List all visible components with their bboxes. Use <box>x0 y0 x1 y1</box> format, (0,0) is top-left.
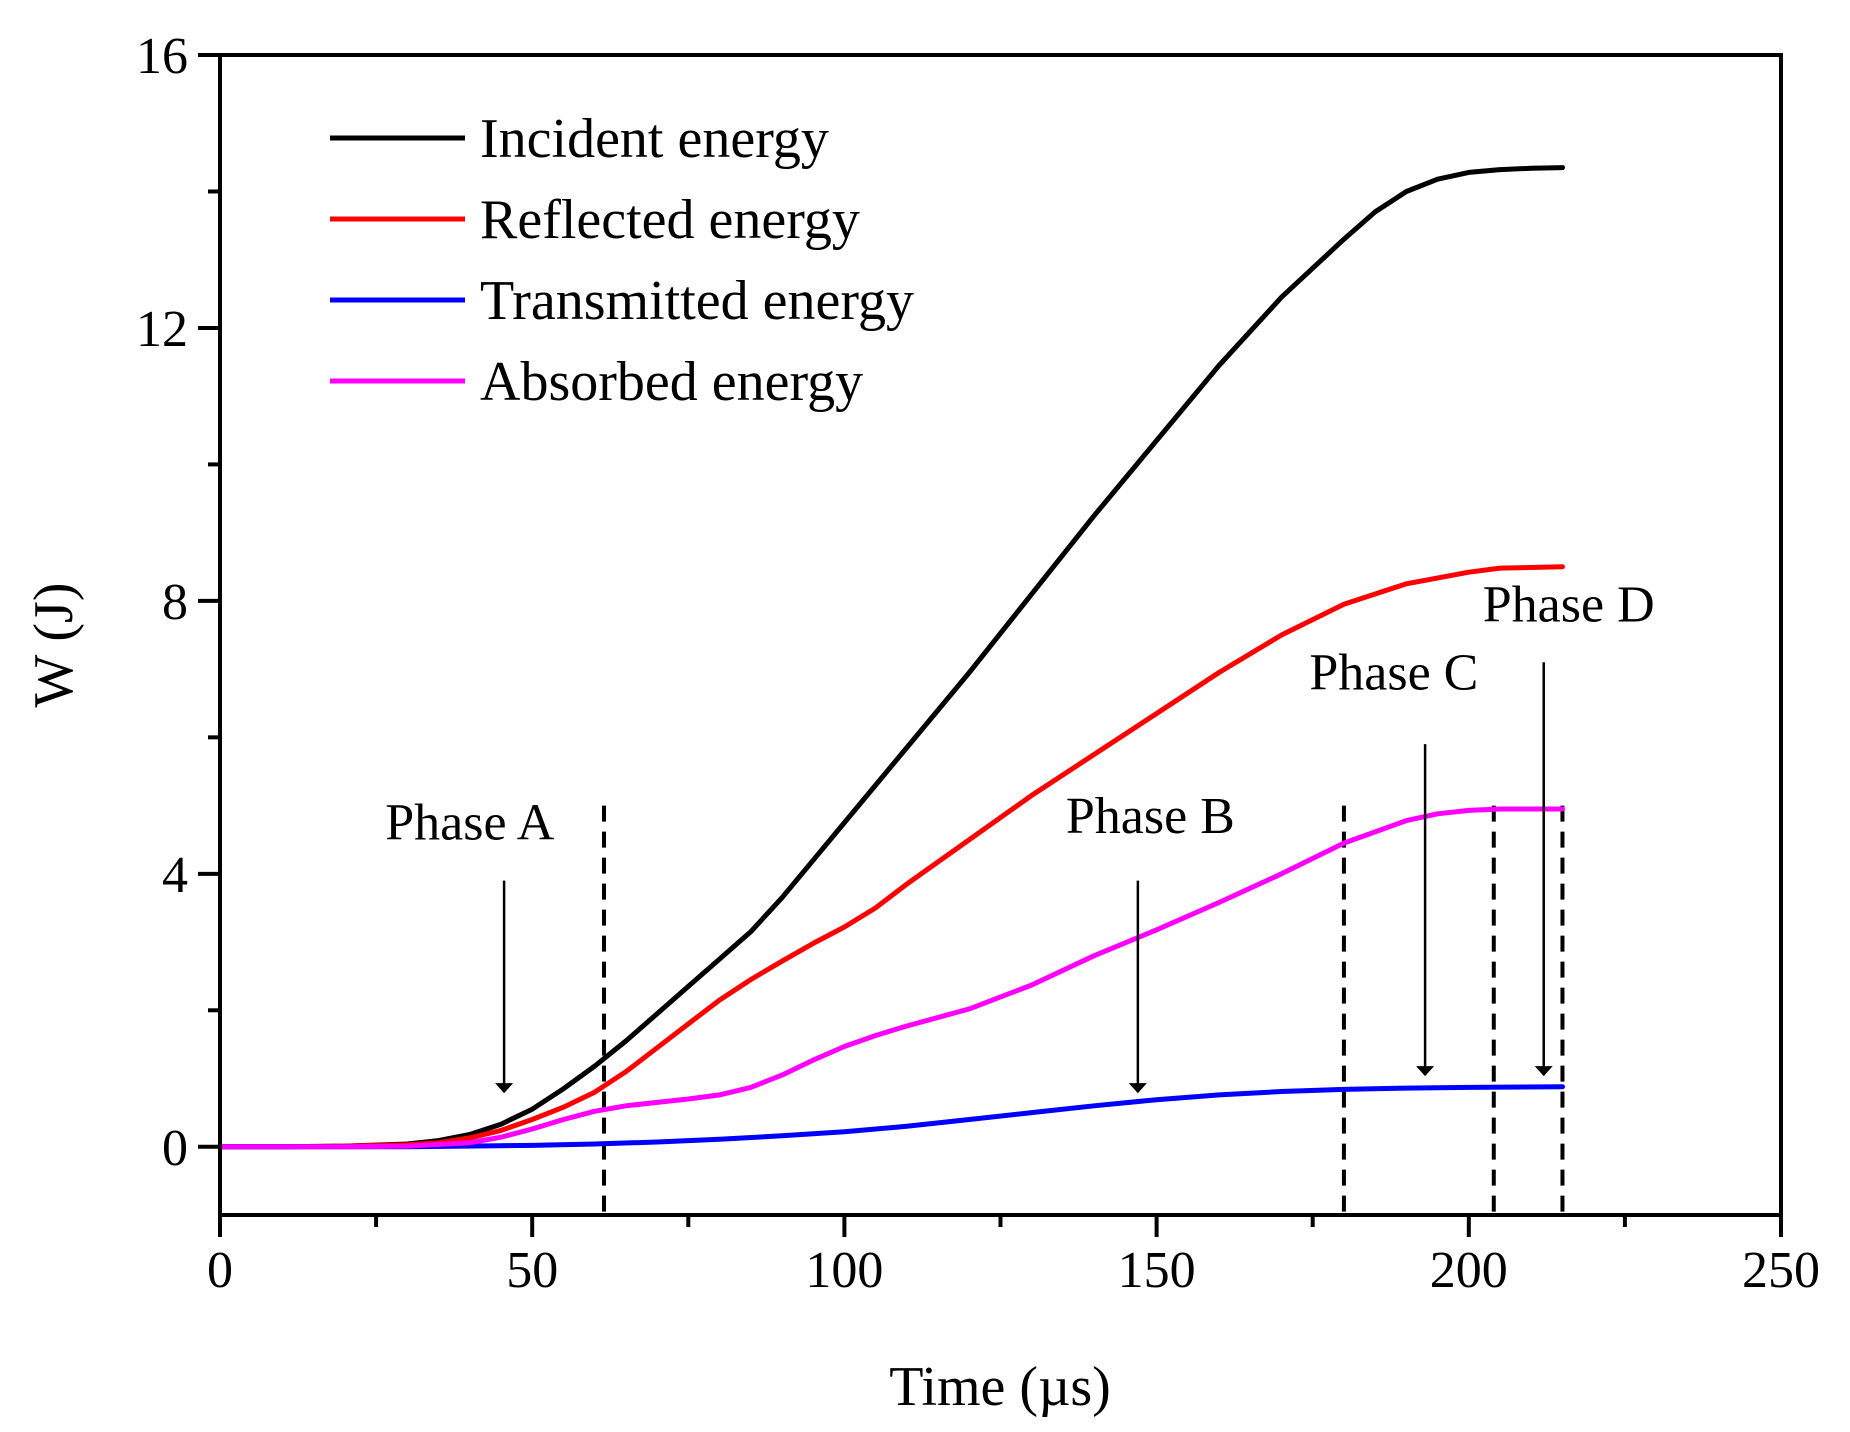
x-tick-label: 50 <box>506 1242 558 1299</box>
legend: Incident energy Reflected energy Transmitt… <box>330 108 914 413</box>
x-tick-label: 150 <box>1118 1242 1196 1299</box>
x-tick-label: 0 <box>207 1242 233 1299</box>
y-tick-label: 16 <box>136 28 188 85</box>
y-tick-label: 12 <box>136 301 188 358</box>
x-axis-ticks: 0 50 100 150 200 250 <box>207 1215 1820 1299</box>
phase-label: Phase D <box>1483 576 1655 633</box>
legend-label: Absorbed energy <box>480 351 863 413</box>
x-tick-label: 250 <box>1742 1242 1820 1299</box>
legend-label: Reflected energy <box>480 189 860 251</box>
series-line-absorbed <box>217 806 1565 1150</box>
phase-label: Phase A <box>385 795 554 852</box>
y-axis-title: W (J) <box>23 583 85 708</box>
phase-label: Phase C <box>1309 645 1478 702</box>
legend-label: Incident energy <box>480 108 829 170</box>
plot-content <box>217 165 1565 1215</box>
y-tick-label: 8 <box>162 574 188 631</box>
phase-label: Phase B <box>1066 788 1235 845</box>
x-tick-label: 100 <box>805 1242 883 1299</box>
series-line-reflected <box>217 564 1565 1150</box>
x-tick-label: 200 <box>1430 1242 1508 1299</box>
y-axis-ticks: 0 4 8 12 16 <box>136 28 220 1177</box>
legend-label: Transmitted energy <box>480 270 914 332</box>
series-line-incident <box>217 165 1565 1150</box>
y-tick-label: 4 <box>162 847 188 904</box>
series-line-transmitted <box>217 1084 1565 1150</box>
y-tick-label: 0 <box>162 1120 188 1177</box>
x-axis-title: Time (µs) <box>889 1356 1111 1418</box>
